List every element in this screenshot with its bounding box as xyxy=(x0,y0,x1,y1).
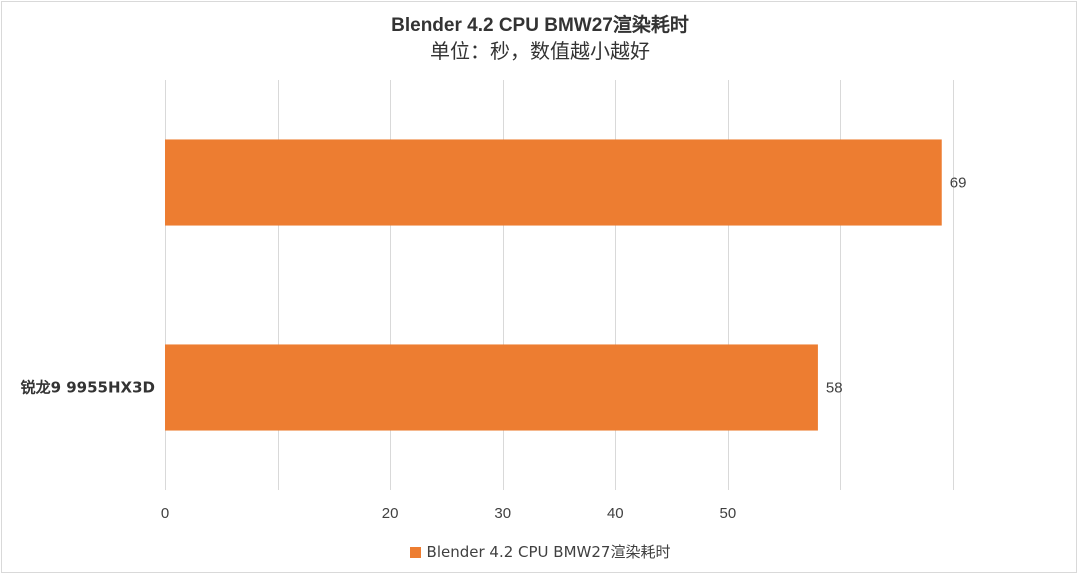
x-tick-label: 30 xyxy=(494,505,511,522)
bar xyxy=(165,344,818,431)
data-label: 69 xyxy=(950,175,967,192)
data-label: 58 xyxy=(826,380,843,397)
chart-subtitle: 单位：秒，数值越小越好 xyxy=(430,39,650,63)
chart-title: Blender 4.2 CPU BMW27渲染耗时 xyxy=(391,15,689,36)
bars xyxy=(165,139,942,431)
data-labels: 69 58 xyxy=(826,175,967,397)
legend: Blender 4.2 CPU BMW27渲染耗时 xyxy=(0,541,1080,562)
x-tick-label: 0 xyxy=(161,505,169,522)
category-label: 锐龙9 9955HX3D xyxy=(21,379,155,397)
x-tick-label: 40 xyxy=(607,505,624,522)
legend-swatch xyxy=(409,547,421,558)
bar xyxy=(165,139,942,226)
x-tick-label: 20 xyxy=(382,505,399,522)
x-axis-tick-labels: 0 20 30 40 50 xyxy=(161,505,736,522)
x-tick-label: 50 xyxy=(720,505,737,522)
category-labels: 锐龙9 9955HX3D xyxy=(21,379,155,397)
legend-label: Blender 4.2 CPU BMW27渲染耗时 xyxy=(426,543,671,561)
